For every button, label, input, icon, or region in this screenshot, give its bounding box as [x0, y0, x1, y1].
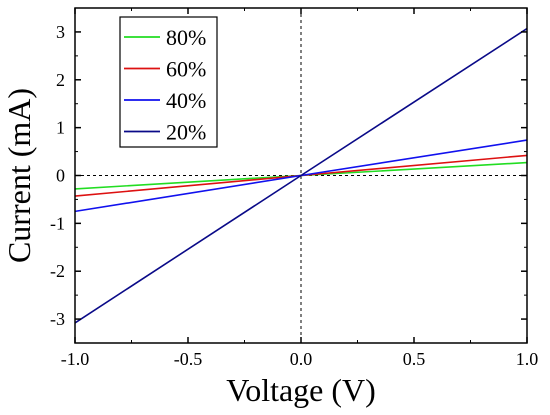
reference-lines [75, 8, 527, 343]
x-tick-label: 0.5 [403, 349, 426, 369]
series-layer [74, 27, 528, 324]
legend-label: 40% [166, 88, 206, 113]
legend: 80% 60% 40% 20% [119, 16, 218, 148]
y-tick-label: 1 [56, 118, 65, 138]
y-axis-title: Current (mA) [1, 88, 37, 263]
y-tick-label: -2 [50, 261, 65, 281]
x-tick-label: 0.0 [290, 349, 313, 369]
x-tick-label: 1.0 [516, 349, 539, 369]
series-line-20pct [74, 27, 528, 324]
legend-label: 60% [166, 57, 206, 82]
x-axis-title: Voltage (V) [226, 372, 376, 408]
x-tick-label: -1.0 [61, 349, 90, 369]
legend-label: 20% [166, 120, 206, 145]
y-tick-label: -3 [50, 309, 65, 329]
y-tick-label: 3 [56, 22, 65, 42]
x-tick-label: -0.5 [174, 349, 203, 369]
axes-layer: -1.0 -0.5 0.0 0.5 1.0 -3 -2 -1 0 1 2 3 [50, 7, 539, 369]
y-tick-label: 2 [56, 70, 65, 90]
legend-box [119, 16, 218, 148]
y-tick-label: 0 [56, 166, 65, 186]
y-tick-label: -1 [50, 213, 65, 233]
legend-label: 80% [166, 25, 206, 50]
